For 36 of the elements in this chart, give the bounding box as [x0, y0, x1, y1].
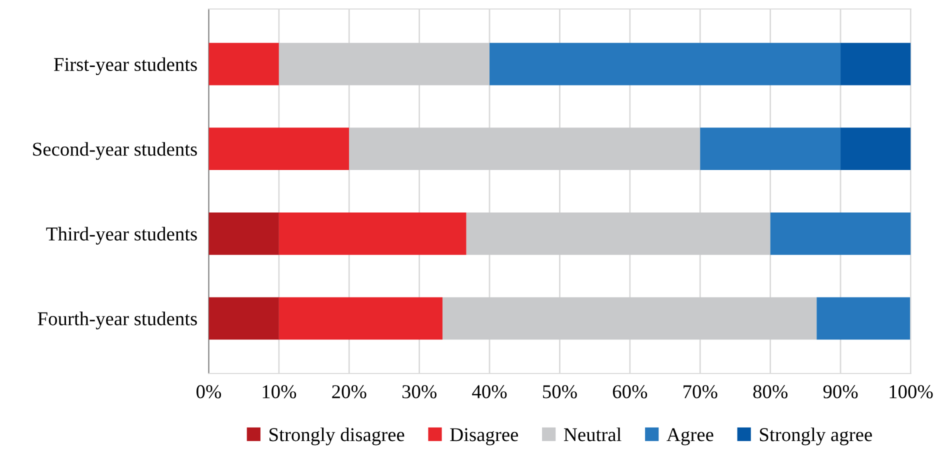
bar	[840, 128, 911, 170]
bar	[442, 297, 817, 340]
bar	[840, 42, 911, 86]
legend-label: Agree	[666, 428, 714, 446]
y-tick-label: Fourth-year students	[38, 312, 197, 330]
bar	[700, 128, 841, 170]
legend-label: Disagree	[450, 428, 518, 446]
legend-label: Neutral	[564, 428, 622, 442]
x-tick-label: 70%	[684, 385, 718, 398]
x-tick-label: 100%	[890, 385, 933, 398]
bar	[278, 212, 466, 255]
legend-label: Strongly agree	[760, 428, 872, 446]
bar	[278, 42, 490, 86]
bar	[208, 297, 279, 340]
x-tick-label: 60%	[612, 385, 648, 398]
x-tick-label: 80%	[753, 385, 788, 398]
y-tick-label: First-year students	[54, 57, 197, 76]
bar	[278, 297, 442, 340]
bar	[208, 42, 279, 86]
y-tick-label: Second-year students	[33, 142, 197, 160]
bar	[770, 212, 911, 255]
y-tick-label: Third-year students	[46, 226, 197, 245]
x-tick-label: 10%	[262, 385, 296, 398]
bar	[816, 297, 910, 340]
bar	[490, 42, 841, 86]
x-tick-label: 90%	[823, 385, 858, 398]
x-tick-label: 40%	[472, 385, 507, 398]
x-tick-label: 30%	[402, 385, 436, 398]
x-tick-label: 0%	[196, 385, 222, 398]
bar	[466, 212, 770, 255]
bar	[349, 128, 700, 170]
x-tick-label: 50%	[543, 385, 577, 398]
legend-label: Strongly disagree	[270, 428, 404, 446]
x-tick-label: 20%	[332, 385, 366, 398]
bar	[208, 212, 279, 255]
bar	[208, 128, 350, 170]
